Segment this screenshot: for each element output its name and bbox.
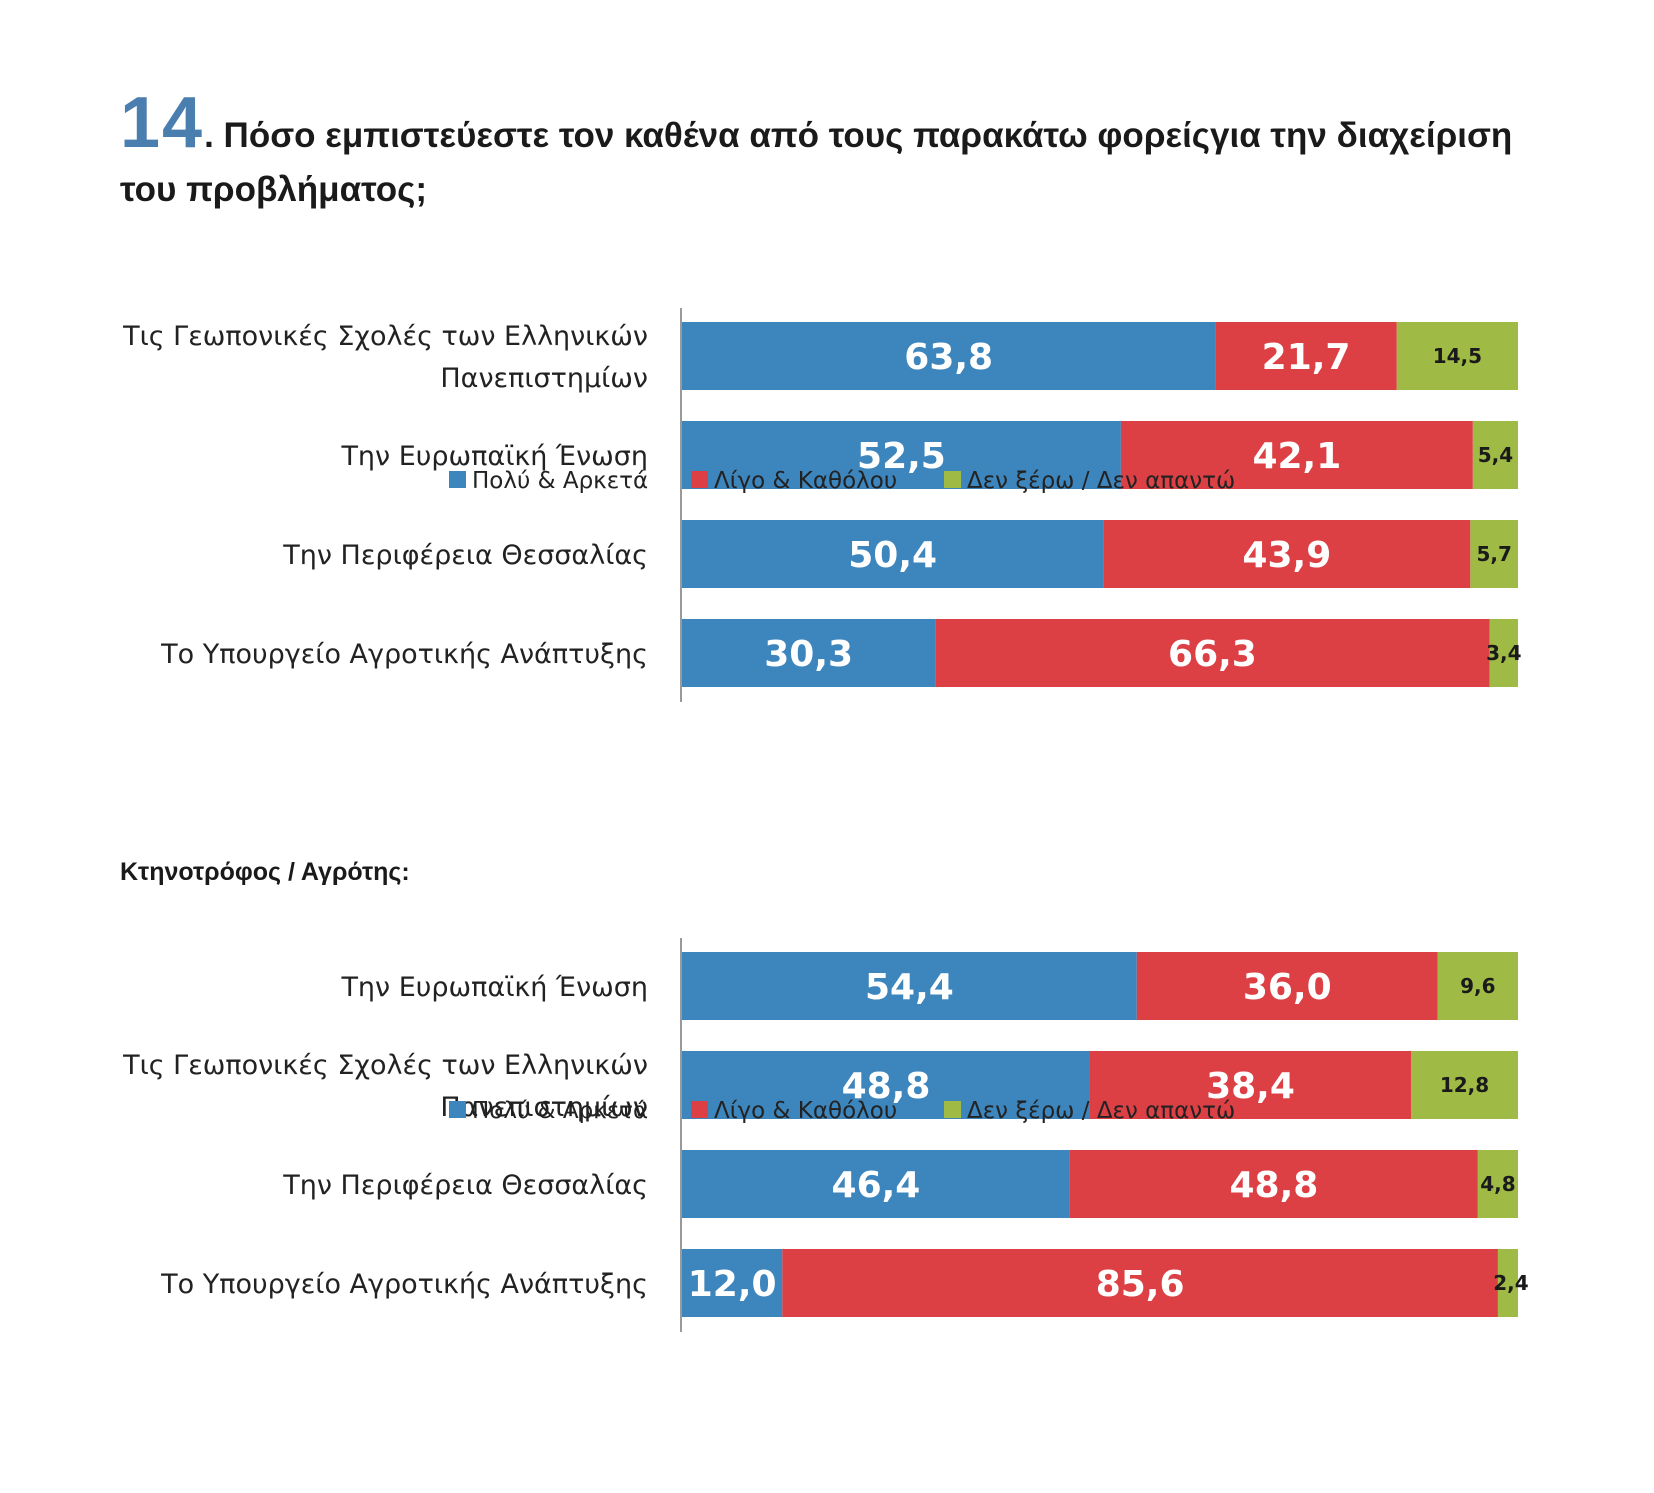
chart-overall-svg: Τις Γεωπονικές Σχολές των Ελληνικών Πανεπ… — [122, 308, 1522, 702]
data-label-dontknow: 12,8 — [1440, 1073, 1489, 1097]
bar-segment-dontknow — [1472, 421, 1518, 489]
category-label: Το Υπουργείο Αγροτικής Ανάπτυξης — [160, 639, 648, 670]
data-label-little: 48,8 — [1229, 1165, 1318, 1206]
legend-swatch-little — [691, 471, 708, 488]
bar-segment-much — [682, 619, 936, 687]
data-label-little: 21,7 — [1262, 337, 1351, 378]
legend-label-dontknow: Δεν ξέρω / Δεν απαντώ — [967, 468, 1235, 494]
bar-segment-little — [1069, 1150, 1478, 1218]
question-text: . Πόσο εμπιστεύεστε τον καθένα από τους … — [120, 116, 1513, 209]
bar-segment-dontknow — [1410, 1051, 1518, 1119]
category-label: Την Ευρωπαϊκή Ένωση — [340, 972, 648, 1003]
category-label: Τις Γεωπονικές Σχολές των Ελληνικών Πανεπ… — [122, 1050, 648, 1123]
legend-label-dontknow: Δεν ξέρω / Δεν απαντώ — [967, 1098, 1235, 1124]
bar-segment-dontknow — [1396, 322, 1518, 390]
legend-label-much: Πολύ & Αρκετά — [472, 1098, 648, 1124]
legend-swatch-much — [449, 471, 466, 488]
legend-swatch-much — [449, 1101, 466, 1118]
bar-segment-little — [782, 1249, 1498, 1317]
category-label: Την Ευρωπαϊκή Ένωση — [340, 441, 648, 472]
data-label-little: 66,3 — [1168, 634, 1257, 675]
category-label: Την Περιφέρεια Θεσσαλίας — [282, 1170, 648, 1201]
data-label-little: 43,9 — [1242, 535, 1331, 576]
bar-segment-little — [1136, 952, 1438, 1020]
bar-segment-much — [682, 1249, 783, 1317]
data-label-much: 46,4 — [832, 1165, 921, 1206]
legend-label-little: Λίγο & Καθόλου — [714, 1098, 897, 1124]
data-label-dontknow: 3,4 — [1486, 641, 1521, 665]
chart-overall: Τις Γεωπονικές Σχολές των Ελληνικών Πανεπ… — [0, 300, 1654, 720]
data-label-much: 12,0 — [688, 1264, 777, 1305]
bar-segment-dontknow — [1470, 520, 1518, 588]
bar-segment-little — [1215, 322, 1397, 390]
data-label-little: 85,6 — [1096, 1264, 1185, 1305]
legend-label-little: Λίγο & Καθόλου — [714, 468, 897, 494]
legend-label-much: Πολύ & Αρκετά — [472, 468, 648, 494]
question-number: 14 — [120, 83, 205, 163]
data-label-much: 63,8 — [904, 337, 993, 378]
bar-segment-much — [682, 1150, 1070, 1218]
data-label-dontknow: 9,6 — [1460, 974, 1495, 998]
data-label-dontknow: 2,4 — [1493, 1271, 1528, 1295]
bar-segment-much — [682, 421, 1121, 489]
chart-farmers-svg: Την Ευρωπαϊκή Ένωση 54,4 36,0 9,6 Τις Γεωπον… — [122, 938, 1529, 1332]
chart-title: 14. Πόσο εμπιστεύεστε τον καθένα από του… — [120, 87, 1560, 217]
data-label-much: 48,8 — [842, 1066, 931, 1107]
bar-segment-little — [1103, 520, 1471, 588]
bar-segment-dontknow — [1497, 1249, 1518, 1317]
bar-segment-little — [935, 619, 1490, 687]
data-label-dontknow: 5,4 — [1478, 443, 1513, 467]
category-label: Τις Γεωπονικές Σχολές των Ελληνικών Πανεπ… — [122, 321, 648, 394]
data-label-dontknow: 5,7 — [1476, 542, 1511, 566]
bar-segment-much — [682, 322, 1216, 390]
data-label-dontknow: 14,5 — [1433, 344, 1482, 368]
bar-segment-little — [1089, 1051, 1411, 1119]
data-label-much: 54,4 — [865, 967, 954, 1008]
bar-segment-dontknow — [1477, 1150, 1518, 1218]
bar-segment-much — [682, 520, 1104, 588]
bar-segment-much — [682, 1051, 1090, 1119]
legend-swatch-dontknow — [944, 471, 961, 488]
legend-swatch-dontknow — [944, 1101, 961, 1118]
data-label-much: 50,4 — [848, 535, 937, 576]
data-label-little: 36,0 — [1243, 967, 1332, 1008]
bar-segment-dontknow — [1489, 619, 1518, 687]
category-label: Το Υπουργείο Αγροτικής Ανάπτυξης — [160, 1269, 648, 1300]
data-label-little: 38,4 — [1206, 1066, 1295, 1107]
bar-segment-little — [1120, 421, 1473, 489]
data-label-little: 42,1 — [1252, 436, 1341, 477]
chart-farmers: Την Ευρωπαϊκή Ένωση 54,4 36,0 9,6 Τις Γεωπον… — [0, 930, 1654, 1350]
category-label: Την Περιφέρεια Θεσσαλίας — [282, 540, 648, 571]
section-subtitle: Κτηνοτρόφος / Αγρότης: — [120, 858, 410, 886]
bar-segment-much — [682, 952, 1137, 1020]
data-label-dontknow: 4,8 — [1480, 1172, 1515, 1196]
data-label-much: 52,5 — [857, 436, 946, 477]
legend-swatch-little — [691, 1101, 708, 1118]
bar-segment-dontknow — [1437, 952, 1518, 1020]
data-label-much: 30,3 — [764, 634, 853, 675]
